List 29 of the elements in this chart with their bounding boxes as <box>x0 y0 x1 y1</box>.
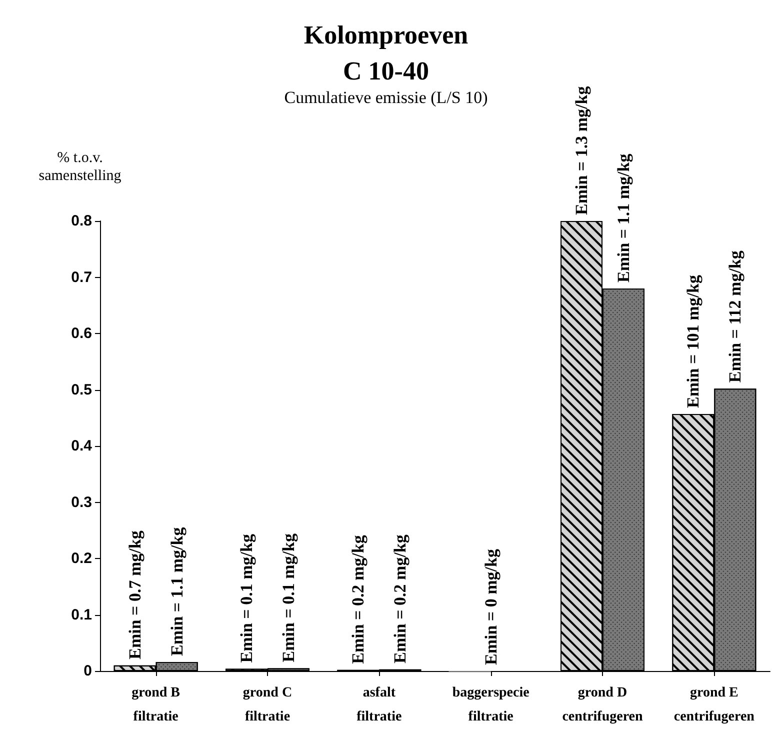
annotation: Emin = 1.1 mg/kg <box>614 153 633 282</box>
y-tick-label: 0 <box>84 662 92 680</box>
annotation: Emin = 0.1 mg/kg <box>237 534 256 663</box>
annotation: Emin = 1.3 mg/kg <box>572 86 591 215</box>
x-tick-label: grond D centrifugeren <box>562 686 644 724</box>
annotation: Emin = 0.7 mg/kg <box>125 530 144 660</box>
x-tick-label: grond C filtratie <box>242 686 292 724</box>
x-tick-label: baggerspecie filtratie <box>452 686 530 724</box>
y-tick-label: 0.5 <box>71 381 92 398</box>
annotation: Emin = 1.1 mg/kg <box>167 526 186 656</box>
y-axis-title: % t.o.v. samenstelling <box>38 150 122 184</box>
chart-title: Kolomproeven C 10-40 <box>304 20 469 86</box>
chart-subtitle: Cumulatieve emissie (L/S 10) <box>284 88 488 107</box>
y-tick-label: 0.3 <box>71 494 92 511</box>
annotation: Emin = 0.2 mg/kg <box>390 534 410 664</box>
x-tick-label: grond B filtratie <box>132 686 180 724</box>
y-tick-label: 0.4 <box>71 438 93 454</box>
y-tick-label: 0.6 <box>71 325 92 342</box>
annotation: Emin = 112 mg/kg <box>726 250 745 383</box>
y-tick-label: 0.7 <box>71 268 92 286</box>
x-tick-label: grond E centrifugeren <box>674 686 755 724</box>
y-tick-label: 0.2 <box>71 550 92 567</box>
annotation: Emin = 101 mg/kg <box>684 274 703 408</box>
annotation: Emin = 0 mg/kg <box>481 548 500 665</box>
annotation: Emin = 0.1 mg/kg <box>279 532 298 662</box>
annotation: Emin = 0.2 mg/kg <box>348 534 368 664</box>
y-tick-label: 0.1 <box>71 606 92 624</box>
y-tick-label: 0.8 <box>71 212 92 230</box>
x-tick-label: asfalt filtratie <box>356 686 402 724</box>
